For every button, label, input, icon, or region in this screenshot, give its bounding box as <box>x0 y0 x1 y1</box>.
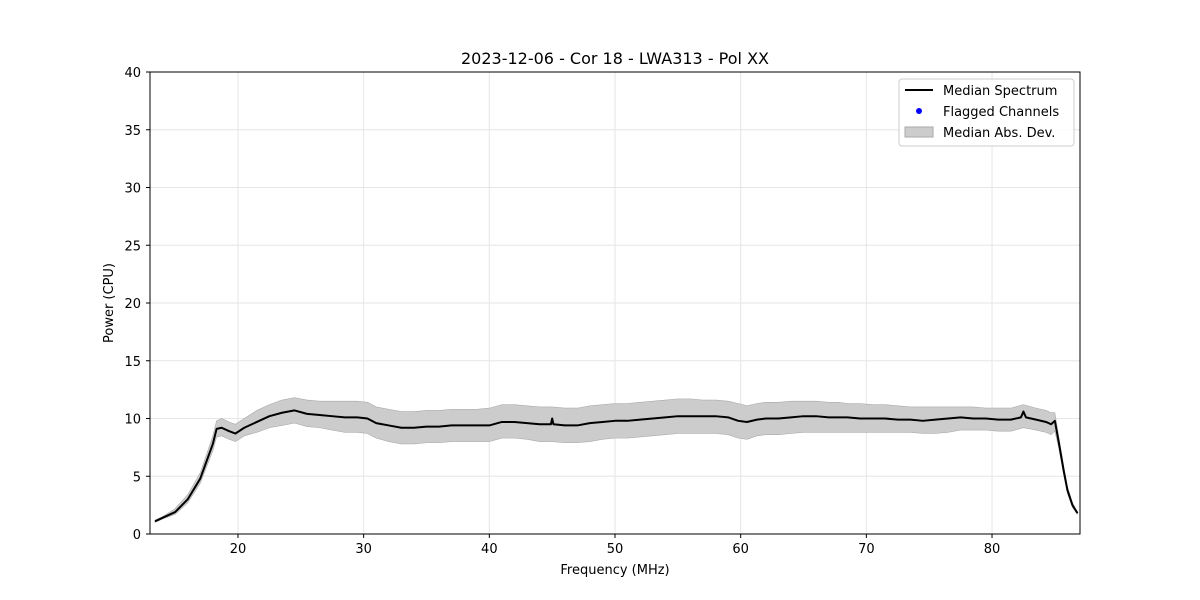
y-tick-label: 15 <box>124 355 141 370</box>
y-tick-label: 5 <box>133 470 141 485</box>
x-tick-label: 40 <box>481 542 498 557</box>
legend-flagged-label: Flagged Channels <box>943 105 1059 120</box>
y-axis-label: Power (CPU) <box>102 263 117 343</box>
x-axis-ticks: 20 30 40 50 60 70 80 <box>230 534 1001 557</box>
x-tick-label: 70 <box>858 542 875 557</box>
legend-median-label: Median Spectrum <box>943 84 1057 99</box>
legend-mad-swatch <box>904 126 934 138</box>
median-line-layer <box>154 409 1079 523</box>
mad-band-layer <box>154 397 1078 523</box>
x-tick-label: 30 <box>355 542 372 557</box>
mad-band <box>154 397 1078 523</box>
legend-flagged-swatch <box>916 108 922 114</box>
y-tick-label: 10 <box>124 413 141 428</box>
y-tick-label: 35 <box>124 124 141 139</box>
x-axis-label: Frequency (MHz) <box>560 563 669 578</box>
y-axis-ticks: 0 5 10 15 20 25 30 35 40 <box>124 66 150 543</box>
median-spectrum-line <box>154 409 1079 523</box>
y-tick-label: 30 <box>124 182 141 197</box>
y-tick-label: 0 <box>133 528 141 543</box>
legend-mad-label: Median Abs. Dev. <box>943 126 1055 141</box>
x-tick-label: 80 <box>984 542 1001 557</box>
legend: Median Spectrum Flagged Channels Median … <box>898 78 1075 147</box>
x-tick-label: 20 <box>230 542 247 557</box>
y-tick-label: 40 <box>124 66 141 81</box>
y-tick-label: 20 <box>124 297 141 312</box>
legend-box <box>898 78 1075 147</box>
x-tick-label: 50 <box>607 542 624 557</box>
x-tick-label: 60 <box>732 542 749 557</box>
y-tick-label: 25 <box>124 239 141 254</box>
chart-title: 2023-12-06 - Cor 18 - LWA313 - Pol XX <box>461 49 769 68</box>
